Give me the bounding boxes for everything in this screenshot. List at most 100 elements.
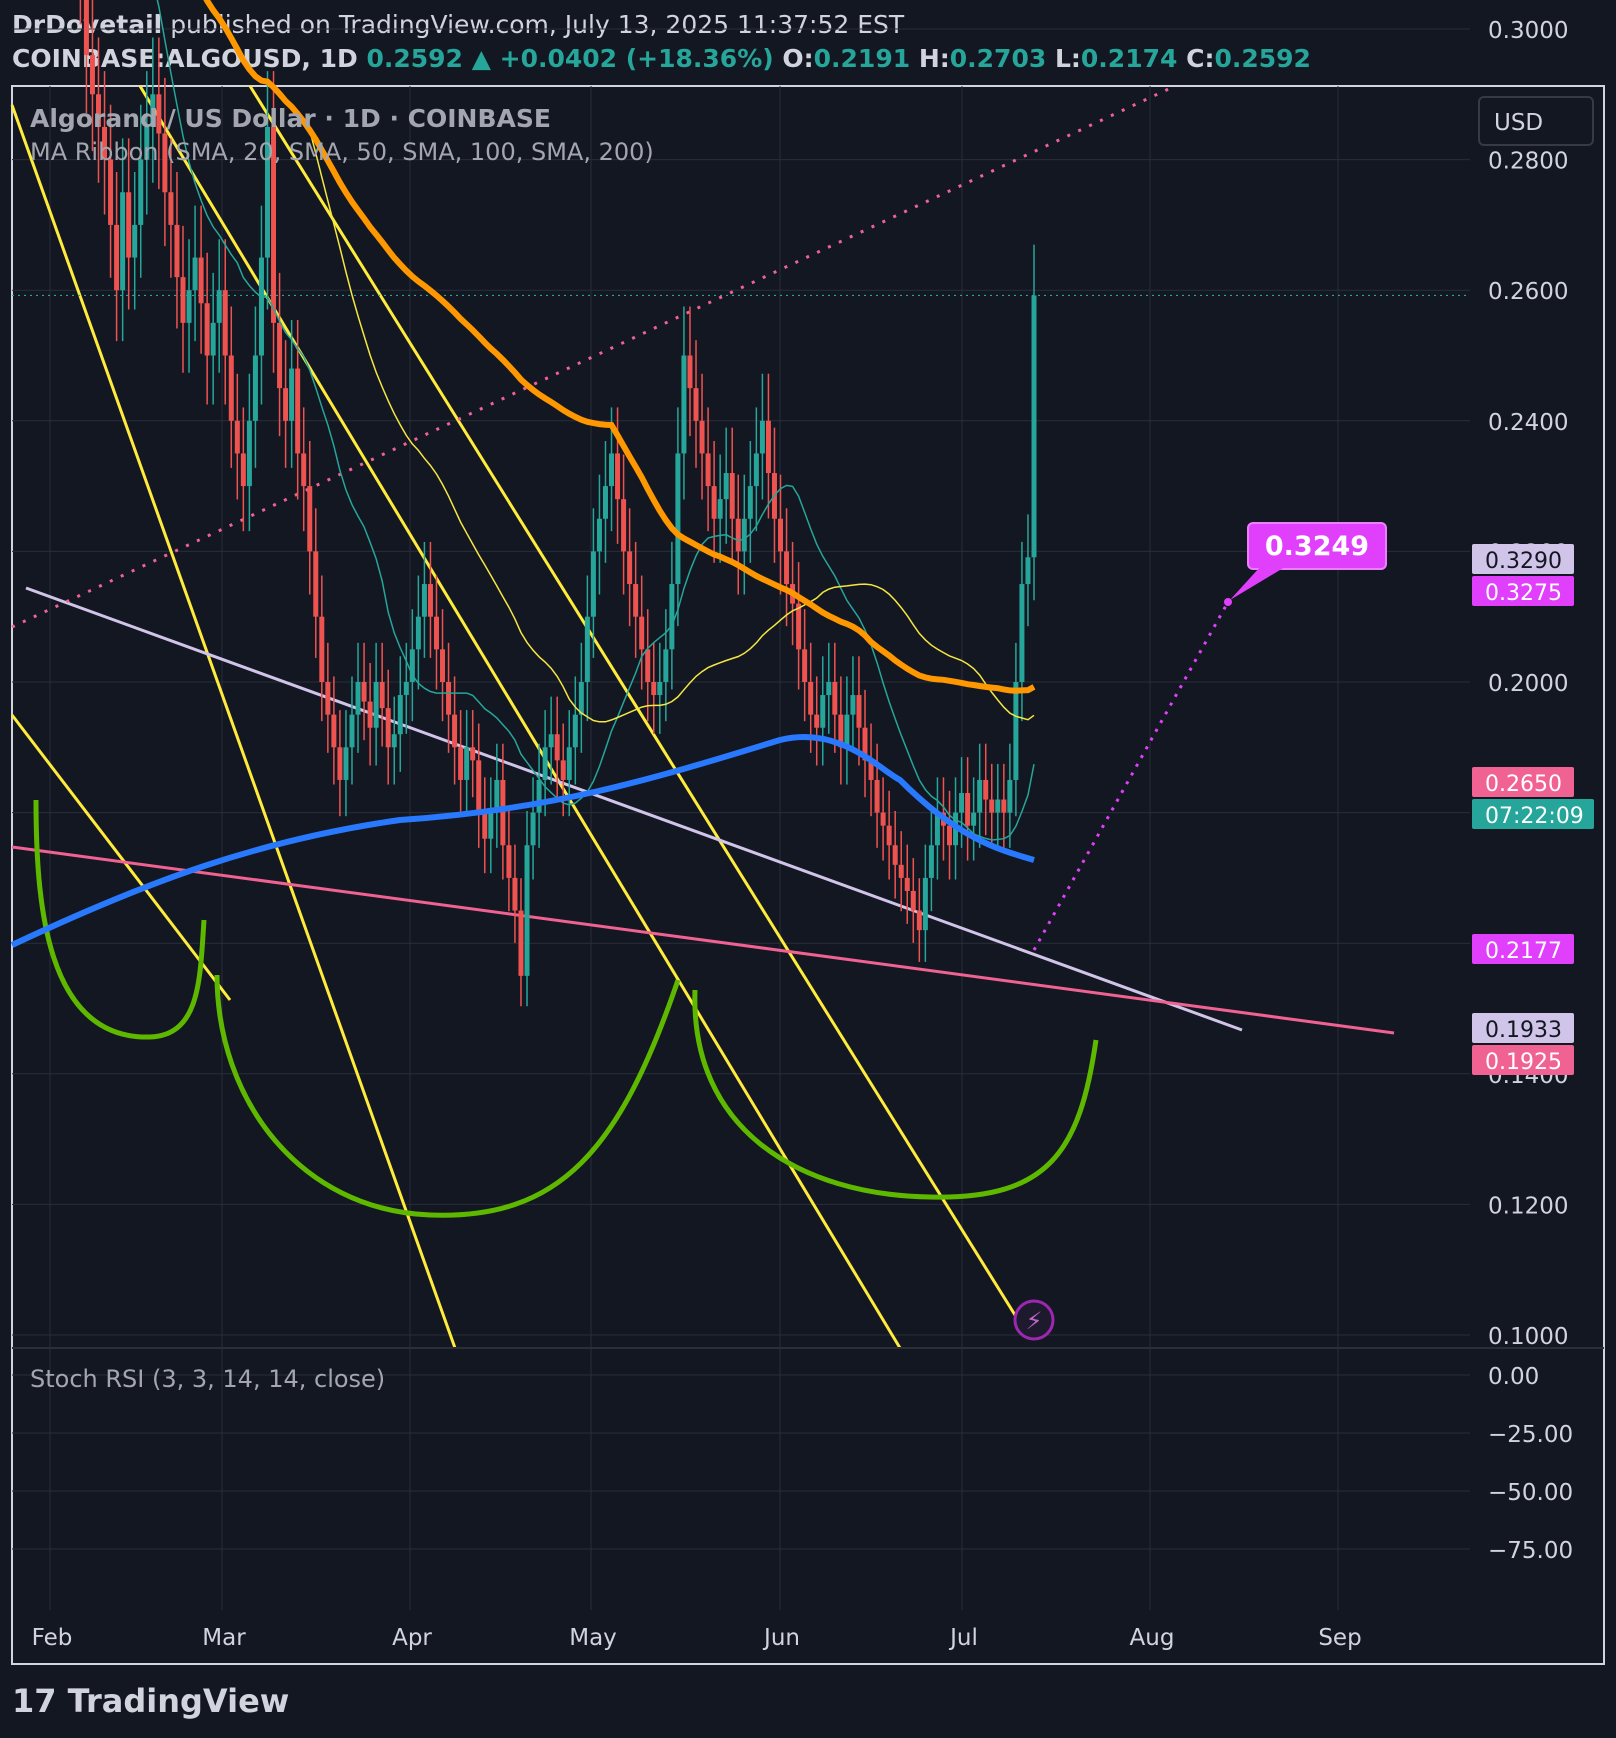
- candle-body: [156, 94, 162, 134]
- candle-body: [89, 55, 95, 95]
- high-value: 0.2703: [949, 44, 1047, 73]
- price-tick-label: 0.2400: [1488, 410, 1568, 436]
- candle-body: [735, 518, 741, 552]
- candle-body: [1031, 295, 1037, 558]
- candle-body: [838, 714, 844, 748]
- candle-body: [868, 760, 874, 780]
- candle-body: [947, 825, 953, 846]
- candle-body: [210, 322, 216, 356]
- candle-body: [747, 486, 753, 519]
- cup-shape-right: [692, 989, 1099, 1200]
- candle-body: [717, 499, 723, 519]
- candle-body: [379, 682, 385, 709]
- candle-body: [108, 159, 114, 225]
- candle-body: [530, 812, 536, 846]
- tradingview-logo[interactable]: 17 TradingView: [12, 1682, 289, 1720]
- support-trendline: [11, 845, 1395, 1035]
- candle-body: [856, 695, 862, 728]
- candle-body: [271, 126, 277, 323]
- sma100-line: [203, 0, 1036, 694]
- candle-body: [687, 355, 693, 389]
- candle-body: [645, 649, 651, 682]
- time-tick-label: Aug: [1130, 1625, 1175, 1651]
- candle-body: [518, 910, 524, 976]
- candle-body: [138, 159, 144, 225]
- price-badges: 0.3290 0.3275 0.2650 07:22:09 0.2177 0.1933 0.…: [1230, 522, 1594, 1075]
- candle-body: [965, 793, 971, 826]
- candle-body: [578, 682, 584, 715]
- candle-body: [367, 701, 373, 728]
- price-tick-label: 0.3000: [1488, 18, 1568, 44]
- candle-body: [590, 551, 596, 617]
- rsi-tick-label: −75.00: [1488, 1538, 1573, 1564]
- currency-button[interactable]: USD: [1478, 96, 1594, 146]
- candle-body: [409, 649, 415, 682]
- candle-body: [675, 453, 681, 585]
- candle-body: [476, 760, 482, 813]
- cup-shape-middle: [214, 974, 681, 1218]
- candle-body: [192, 257, 198, 291]
- svg-text:⚡: ⚡: [1026, 1307, 1043, 1335]
- time-axis: Feb Mar Apr May Jun Jul Aug Sep: [32, 1625, 1362, 1651]
- candle-body: [512, 877, 518, 911]
- candle-body: [711, 486, 717, 519]
- candle-body: [216, 290, 222, 323]
- dotted-trendline: [11, 84, 1176, 629]
- candle-body: [313, 551, 319, 617]
- ohlc-line: COINBASE:ALGOUSD, 1D 0.2592 ▲ +0.0402 (+…: [12, 42, 1311, 76]
- candle-body: [922, 877, 928, 931]
- candle-body: [385, 708, 391, 748]
- time-tick-label: Sep: [1318, 1625, 1361, 1651]
- candle-body: [566, 747, 572, 780]
- target-callout-pointer: [1230, 567, 1285, 600]
- alert-icon[interactable]: ⚡: [1013, 1299, 1055, 1341]
- candle-body: [102, 126, 108, 160]
- candle-body: [699, 420, 705, 454]
- candle-body: [162, 133, 168, 193]
- candle-body: [627, 551, 633, 585]
- channel-line: [10, 104, 457, 1349]
- projection-path: [1032, 601, 1230, 951]
- price-badge-bg: [1472, 544, 1574, 574]
- candle-body: [971, 812, 977, 826]
- candle-body: [470, 747, 476, 761]
- candle-body: [554, 734, 560, 761]
- symbol-label[interactable]: COINBASE:ALGOUSD, 1D: [12, 44, 358, 73]
- candle-body: [186, 290, 192, 323]
- candle-body: [415, 616, 421, 650]
- candle-body: [904, 877, 910, 891]
- candle-body: [500, 779, 506, 846]
- candle-body: [343, 747, 349, 780]
- candle-body: [910, 890, 916, 911]
- series-title[interactable]: Algorand / US Dollar · 1D · COINBASE: [30, 104, 551, 133]
- candle-body: [693, 388, 699, 421]
- candle-body: [494, 779, 500, 813]
- candle-body: [168, 192, 174, 225]
- rsi-tick-label: −50.00: [1488, 1480, 1573, 1506]
- candle-body: [759, 420, 765, 454]
- time-tick-label: Apr: [392, 1625, 432, 1651]
- rsi-tick-label: 0.00: [1488, 1364, 1539, 1390]
- candle-body: [892, 845, 898, 865]
- sma200-line: [10, 733, 1035, 948]
- candle-body: [584, 616, 590, 682]
- candle-body: [832, 682, 838, 715]
- candle-body: [427, 584, 433, 617]
- candle-body: [723, 473, 729, 500]
- low-value: 0.2174: [1080, 44, 1178, 73]
- candle-body: [814, 714, 820, 728]
- candle-body: [844, 714, 850, 748]
- candle-body: [283, 388, 289, 421]
- logo-text: TradingView: [67, 1682, 290, 1720]
- candle-body: [337, 747, 343, 780]
- price-badge-bg: [1472, 934, 1574, 964]
- stoch-rsi-title[interactable]: Stoch RSI (3, 3, 14, 14, close): [30, 1365, 386, 1393]
- candle-body: [258, 257, 264, 356]
- ma-ribbon-title[interactable]: MA Ribbon (SMA, 20, SMA, 50, SMA, 100, S…: [30, 138, 654, 166]
- candle-body: [307, 486, 313, 552]
- candle-body: [928, 845, 934, 878]
- price-badge-bg: [1472, 1045, 1574, 1075]
- candle-body: [886, 825, 892, 846]
- candle-body: [240, 453, 246, 487]
